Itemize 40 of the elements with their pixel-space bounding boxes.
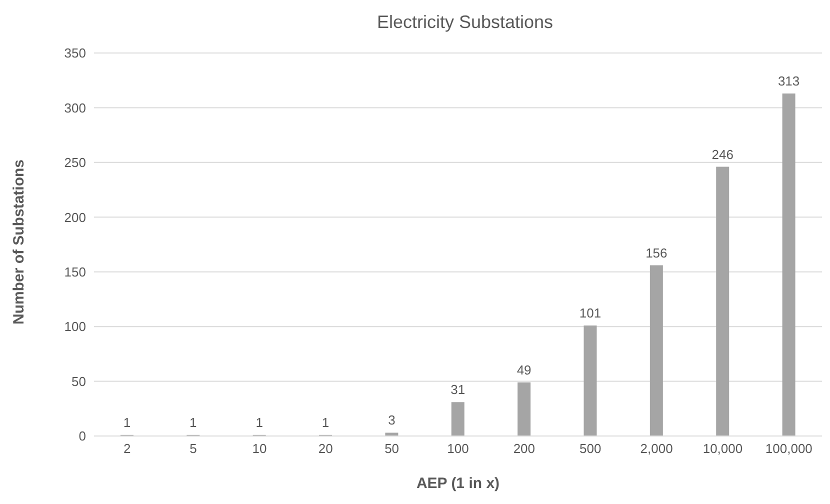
bar <box>650 265 663 436</box>
y-axis-title: Number of Substations <box>10 159 28 324</box>
y-tick-label: 150 <box>64 264 86 280</box>
bar <box>451 402 464 436</box>
data-label: 156 <box>646 245 668 260</box>
x-tick-label: 200 <box>513 441 536 456</box>
y-tick-label: 200 <box>64 210 86 225</box>
bar <box>584 325 597 436</box>
y-tick-label: 350 <box>64 46 86 61</box>
x-tick-label: 500 <box>580 441 602 456</box>
data-label: 1 <box>256 414 263 430</box>
x-tick-label: 100,000 <box>765 441 812 456</box>
y-tick-label: 300 <box>64 100 86 116</box>
data-label: 1 <box>190 414 197 430</box>
data-label: 101 <box>579 305 602 320</box>
bar <box>518 382 531 436</box>
bar <box>716 166 730 436</box>
y-tick-label: 250 <box>64 155 86 170</box>
x-tick-label: 50 <box>384 441 400 456</box>
data-label: 246 <box>712 146 734 162</box>
y-tick-label: 100 <box>64 319 86 334</box>
data-label: 3 <box>388 412 396 428</box>
bar <box>385 432 398 436</box>
y-tick-label: 50 <box>72 374 86 389</box>
x-tick-label: 2 <box>123 441 131 456</box>
data-label: 1 <box>123 414 131 430</box>
bar <box>782 93 796 436</box>
x-tick-label: 10,000 <box>702 441 743 456</box>
x-tick-label: 100 <box>447 441 469 456</box>
x-tick-label: 20 <box>318 441 333 456</box>
x-tick-label: 5 <box>190 441 197 456</box>
x-tick-label: 10 <box>252 441 267 456</box>
chart-title: Electricity Substations <box>376 12 554 33</box>
x-axis-title: AEP (1 in x) <box>416 475 500 492</box>
y-tick-label: 0 <box>78 428 86 444</box>
data-label: 31 <box>450 382 466 398</box>
data-label: 313 <box>778 73 800 88</box>
data-label: 1 <box>322 414 330 430</box>
x-tick-label: 2,000 <box>640 441 673 456</box>
data-label: 49 <box>516 362 532 378</box>
